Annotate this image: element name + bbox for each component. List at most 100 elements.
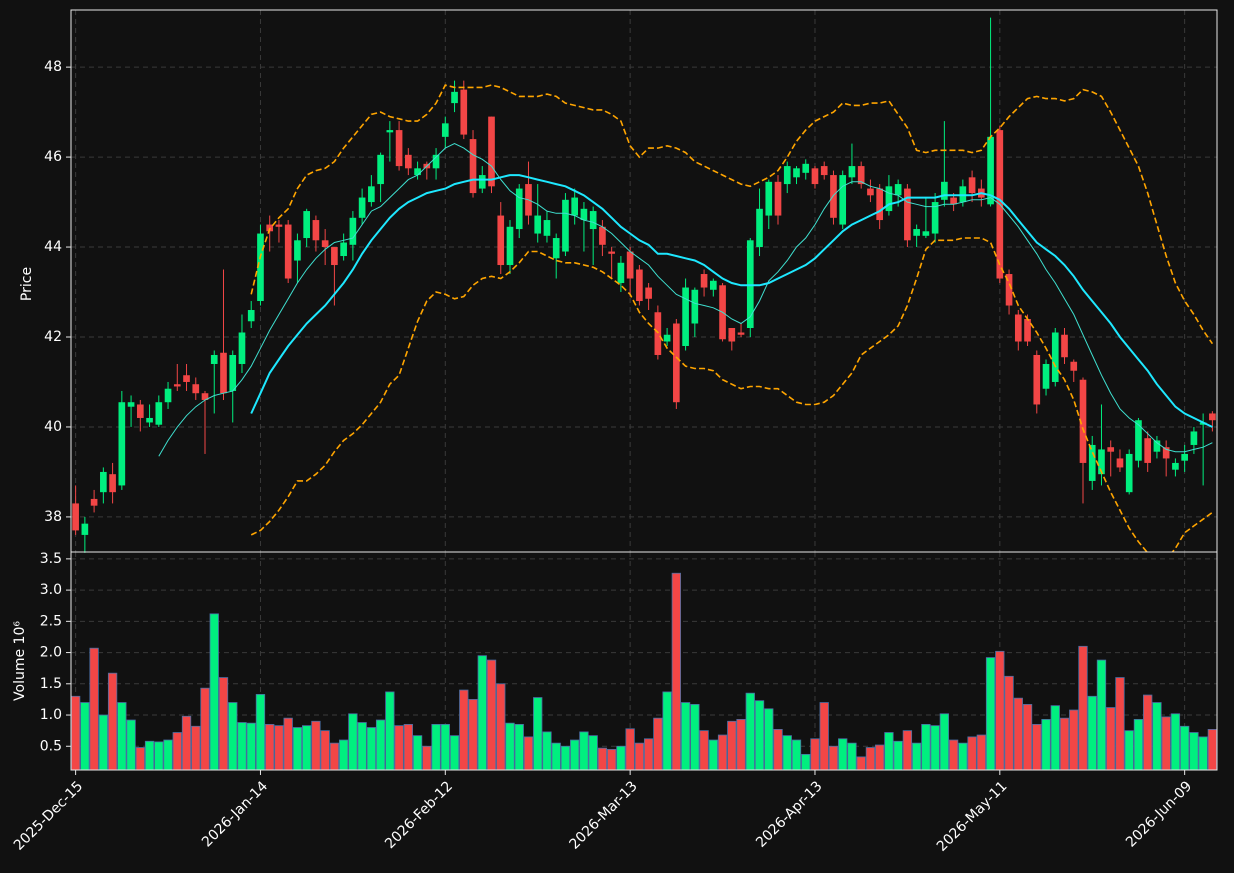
volume-bar xyxy=(838,738,848,771)
y-tick-label: 0.5 xyxy=(40,738,62,754)
volume-bar xyxy=(1152,702,1162,771)
volume-bar xyxy=(958,742,968,771)
volume-bar xyxy=(911,742,922,771)
candle-body xyxy=(700,274,708,288)
candle-body xyxy=(1162,447,1170,459)
volume-bar xyxy=(1069,709,1079,771)
candle-body xyxy=(460,89,468,135)
candle-body xyxy=(136,404,144,418)
overlay-lines xyxy=(158,84,1214,552)
candle-body xyxy=(1051,332,1059,382)
candle-body xyxy=(368,186,375,203)
candle-body xyxy=(1144,438,1152,463)
candle-body xyxy=(1153,440,1161,452)
volume-bar xyxy=(819,702,829,771)
volume-bar xyxy=(764,708,774,771)
candle-body xyxy=(737,332,745,335)
volume-bar xyxy=(607,748,617,771)
candle-body xyxy=(673,323,680,403)
volume-bar xyxy=(181,715,192,771)
volume-bar xyxy=(616,745,626,771)
volume-bar xyxy=(237,722,247,771)
candle-body xyxy=(1190,431,1198,445)
candle-body xyxy=(922,231,930,236)
candle-body xyxy=(728,328,736,342)
volume-bar xyxy=(662,691,672,771)
volume-bar xyxy=(98,714,108,771)
volume-bar xyxy=(449,735,460,771)
volume-bar xyxy=(801,753,811,771)
candle-body xyxy=(81,523,89,535)
volume-bar xyxy=(717,734,728,771)
candle-body xyxy=(90,498,98,506)
candle-body xyxy=(941,181,948,200)
candle-body xyxy=(377,154,384,185)
candle-body xyxy=(1125,453,1133,493)
volume-bar xyxy=(810,738,820,771)
candle-body xyxy=(321,240,329,248)
candle-body xyxy=(488,116,495,187)
candle-body xyxy=(636,269,643,302)
candle-body xyxy=(783,166,791,185)
volume-bar xyxy=(570,739,580,771)
candle-body xyxy=(1098,449,1105,475)
volume-bar xyxy=(477,655,487,771)
candle-body xyxy=(663,334,671,342)
volume-bar xyxy=(394,725,404,771)
candle-body xyxy=(155,402,163,425)
candle-body xyxy=(1024,319,1031,342)
candle-body xyxy=(1172,462,1179,470)
candle-body xyxy=(987,136,994,205)
volume-bar xyxy=(422,745,432,771)
volume-bar xyxy=(1198,736,1208,771)
volume-bar xyxy=(496,683,506,771)
volume-bar xyxy=(385,691,395,771)
candle-body xyxy=(580,208,588,221)
volume-bar xyxy=(357,722,367,771)
volume-bar xyxy=(117,702,127,771)
candle-body xyxy=(1061,334,1068,358)
candle-body xyxy=(1116,458,1124,468)
candle-body xyxy=(395,130,403,167)
candle-body xyxy=(349,217,357,245)
candle-body xyxy=(552,238,560,259)
candle-body xyxy=(867,188,874,196)
candle-body xyxy=(1079,379,1087,463)
candle-body xyxy=(599,226,606,245)
volume-bar xyxy=(995,650,1005,771)
volume-bar xyxy=(218,677,229,771)
candle-body xyxy=(192,384,200,394)
y-tick-label: 44 xyxy=(44,239,62,255)
volume-bar xyxy=(1041,719,1051,771)
volume-bar xyxy=(1180,725,1190,771)
candle-body xyxy=(432,154,440,169)
volume-bar xyxy=(884,732,894,771)
volume-bar xyxy=(1050,705,1060,771)
candle-body xyxy=(830,175,837,218)
candle-body xyxy=(774,181,782,216)
candle-body xyxy=(441,123,449,137)
candle-body xyxy=(247,310,255,322)
volume-bar xyxy=(976,734,986,771)
candle-body xyxy=(793,168,800,178)
y-tick-label: 1.0 xyxy=(40,707,62,723)
volume-bar xyxy=(1004,675,1014,771)
volume-bar xyxy=(560,745,571,771)
volume-bar xyxy=(440,724,450,771)
volume-bar xyxy=(699,730,709,771)
volume-bar xyxy=(1022,704,1033,771)
volume-bar xyxy=(588,735,598,771)
candle-body xyxy=(275,224,283,227)
volume-bar xyxy=(459,689,469,771)
volume-bar xyxy=(1087,695,1097,771)
volume-bar xyxy=(1013,697,1023,771)
candle-body xyxy=(331,247,338,266)
candle-body xyxy=(220,352,227,394)
volume-bar xyxy=(302,725,312,771)
volume-bar xyxy=(403,724,413,771)
candle-body xyxy=(127,402,135,407)
volume-bar xyxy=(653,717,663,771)
volume-bar xyxy=(782,735,792,771)
volume-axis-label: Volume 10⁶ xyxy=(12,621,28,701)
volume-bar xyxy=(246,722,256,771)
